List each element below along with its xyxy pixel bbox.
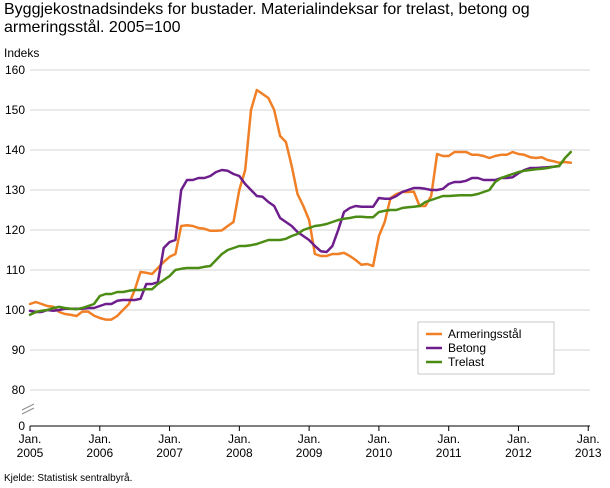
y-tick-label: 100 bbox=[5, 303, 25, 317]
legend-label: Armeringsstål bbox=[448, 327, 521, 341]
x-tick-label: Jan. bbox=[437, 432, 460, 446]
y-tick-label: 110 bbox=[6, 263, 25, 277]
chart-title: Byggjekostnadsindeks for bustader. Mater… bbox=[4, 1, 530, 36]
axes: 08090100110120130140150160IndeksJan.2005… bbox=[4, 46, 602, 460]
x-tick-label: 2007 bbox=[156, 446, 183, 460]
x-tick-label: Jan. bbox=[577, 432, 600, 446]
x-tick-label: 2011 bbox=[436, 446, 462, 460]
series-line-betong bbox=[28, 164, 561, 314]
x-tick-label: 2006 bbox=[86, 446, 113, 460]
axis-break-mark bbox=[21, 403, 35, 411]
y-tick-label: 130 bbox=[5, 183, 25, 197]
x-tick-label: Jan. bbox=[158, 432, 181, 446]
x-tick-label: Jan. bbox=[368, 432, 391, 446]
y-tick-label: 80 bbox=[12, 383, 26, 397]
x-tick-label: 2012 bbox=[505, 446, 532, 460]
y-tick-label: 140 bbox=[5, 143, 25, 157]
series-line-trelast bbox=[28, 150, 573, 317]
y-tick-label: 160 bbox=[5, 63, 25, 77]
x-tick-label: 2009 bbox=[296, 446, 323, 460]
x-tick-label: 2005 bbox=[17, 446, 44, 460]
x-tick-label: Jan. bbox=[19, 432, 42, 446]
source-note: Kjelde: Statistisk sentralbyrå. bbox=[4, 473, 133, 484]
series-line-armeringsstål bbox=[28, 88, 573, 321]
x-tick-label: Jan. bbox=[228, 432, 251, 446]
y-tick-label: 120 bbox=[5, 223, 25, 237]
y-tick-label: 150 bbox=[5, 103, 25, 117]
legend-label: Betong bbox=[448, 341, 486, 355]
x-tick-label: Jan. bbox=[298, 432, 321, 446]
x-tick-label: Jan. bbox=[88, 432, 111, 446]
y-axis-label: Indeks bbox=[4, 46, 39, 60]
y-tick-label: 0 bbox=[18, 419, 25, 433]
x-tick-label: 2013 bbox=[575, 446, 602, 460]
axis-break-mark bbox=[21, 407, 35, 415]
y-tick-label: 90 bbox=[12, 343, 26, 357]
legend-label: Trelast bbox=[448, 355, 485, 369]
x-tick-label: Jan. bbox=[507, 432, 530, 446]
series-lines bbox=[28, 88, 573, 321]
x-tick-label: 2008 bbox=[226, 446, 253, 460]
x-tick-label: 2010 bbox=[366, 446, 393, 460]
